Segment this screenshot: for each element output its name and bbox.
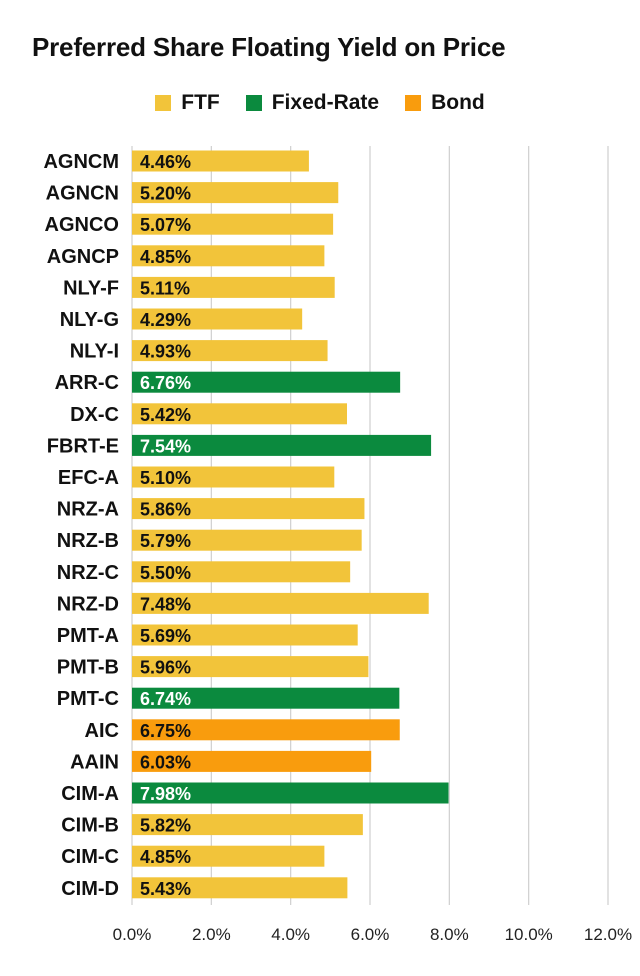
category-label: NLY-I bbox=[70, 341, 119, 363]
legend-item-bond: Bond bbox=[405, 91, 485, 115]
category-label: AGNCO bbox=[45, 214, 119, 236]
category-label: AGNCN bbox=[46, 183, 119, 205]
bar-agncn bbox=[132, 182, 339, 204]
category-label: NLY-F bbox=[63, 277, 119, 299]
data-label: 7.48% bbox=[140, 594, 191, 614]
category-label: NLY-G bbox=[60, 309, 119, 331]
x-tick-label: 4.0% bbox=[271, 925, 310, 944]
category-label: CIM-A bbox=[61, 783, 119, 805]
bar-agnco bbox=[132, 213, 334, 235]
category-label: AIC bbox=[85, 720, 119, 742]
data-label: 7.54% bbox=[140, 436, 191, 456]
legend-label: Bond bbox=[431, 91, 485, 114]
bar-nrz-a bbox=[132, 498, 365, 520]
bar-cim-b bbox=[132, 814, 363, 836]
data-label: 5.10% bbox=[140, 468, 191, 488]
category-label: CIM-B bbox=[61, 815, 119, 837]
legend-item-ftf: FTF bbox=[155, 91, 220, 115]
data-label: 7.98% bbox=[140, 784, 191, 804]
bar-pmt-a bbox=[132, 624, 358, 646]
bar-arr-c bbox=[132, 371, 401, 393]
bar-agncp bbox=[132, 245, 325, 267]
data-label: 5.79% bbox=[140, 531, 191, 551]
bar-agncm bbox=[132, 150, 309, 172]
data-label: 5.69% bbox=[140, 626, 191, 646]
legend: FTF Fixed-Rate Bond bbox=[0, 88, 640, 118]
bar-nrz-c bbox=[132, 561, 351, 583]
category-label: NRZ-D bbox=[57, 593, 119, 615]
data-label: 5.07% bbox=[140, 215, 191, 235]
data-label: 5.20% bbox=[140, 184, 191, 204]
x-tick-label: 8.0% bbox=[430, 925, 469, 944]
bar-cim-a bbox=[132, 782, 449, 804]
data-label: 5.50% bbox=[140, 563, 191, 583]
bar-nly-f bbox=[132, 276, 335, 298]
data-label: 5.86% bbox=[140, 500, 191, 520]
data-label: 4.93% bbox=[140, 342, 191, 362]
data-label: 5.82% bbox=[140, 816, 191, 836]
category-label: NRZ-B bbox=[57, 530, 119, 552]
data-label: 4.29% bbox=[140, 310, 191, 330]
category-label: AGNCM bbox=[43, 151, 119, 173]
legend-label: Fixed-Rate bbox=[271, 91, 380, 114]
data-label: 6.75% bbox=[140, 721, 191, 741]
data-label: 5.43% bbox=[140, 879, 191, 899]
category-label: CIM-D bbox=[61, 878, 119, 900]
category-label: AGNCP bbox=[47, 246, 119, 268]
data-label: 5.42% bbox=[140, 405, 191, 425]
bar-nly-i bbox=[132, 340, 328, 362]
x-tick-label: 2.0% bbox=[192, 925, 231, 944]
data-label: 5.96% bbox=[140, 658, 191, 678]
chart-title: Preferred Share Floating Yield on Price bbox=[32, 32, 506, 62]
bar-fbrt-e bbox=[132, 434, 432, 456]
bar-pmt-c bbox=[132, 687, 400, 709]
data-label: 6.74% bbox=[140, 689, 191, 709]
bar-cim-c bbox=[132, 845, 325, 867]
data-label: 4.85% bbox=[140, 247, 191, 267]
legend-swatch bbox=[245, 95, 262, 111]
category-label: ARR-C bbox=[55, 372, 119, 394]
legend-swatch bbox=[405, 95, 422, 111]
bar-nly-g bbox=[132, 308, 303, 330]
category-label: EFC-A bbox=[58, 467, 119, 489]
data-label: 6.03% bbox=[140, 752, 191, 772]
category-label: PMT-B bbox=[57, 657, 119, 679]
x-tick-label: 12.0% bbox=[584, 925, 632, 944]
bar-aain bbox=[132, 750, 372, 772]
data-label: 4.46% bbox=[140, 152, 191, 172]
data-label: 4.85% bbox=[140, 847, 191, 867]
bar-efc-a bbox=[132, 466, 335, 488]
legend-label: FTF bbox=[181, 91, 220, 114]
legend-item-fixed-rate: Fixed-Rate bbox=[245, 91, 380, 115]
category-label: PMT-C bbox=[57, 688, 119, 710]
bar-pmt-b bbox=[132, 656, 369, 678]
bar-nrz-b bbox=[132, 529, 362, 551]
data-label: 5.11% bbox=[140, 278, 190, 298]
category-label: PMT-A bbox=[57, 625, 119, 647]
category-label: DX-C bbox=[70, 404, 119, 426]
category-label: NRZ-A bbox=[57, 499, 119, 521]
bar-dx-c bbox=[132, 403, 347, 425]
x-tick-label: 10.0% bbox=[505, 925, 553, 944]
data-label: 6.76% bbox=[140, 373, 191, 393]
legend-swatch bbox=[155, 95, 172, 111]
category-label: AAIN bbox=[70, 751, 119, 773]
bar-nrz-d bbox=[132, 592, 429, 614]
category-label: FBRT-E bbox=[47, 435, 119, 457]
bar-cim-d bbox=[132, 877, 348, 899]
category-label: CIM-C bbox=[61, 846, 119, 868]
category-label: NRZ-C bbox=[57, 562, 119, 584]
x-tick-label: 6.0% bbox=[351, 925, 390, 944]
bar-aic bbox=[132, 719, 400, 741]
x-tick-label: 0.0% bbox=[113, 925, 152, 944]
